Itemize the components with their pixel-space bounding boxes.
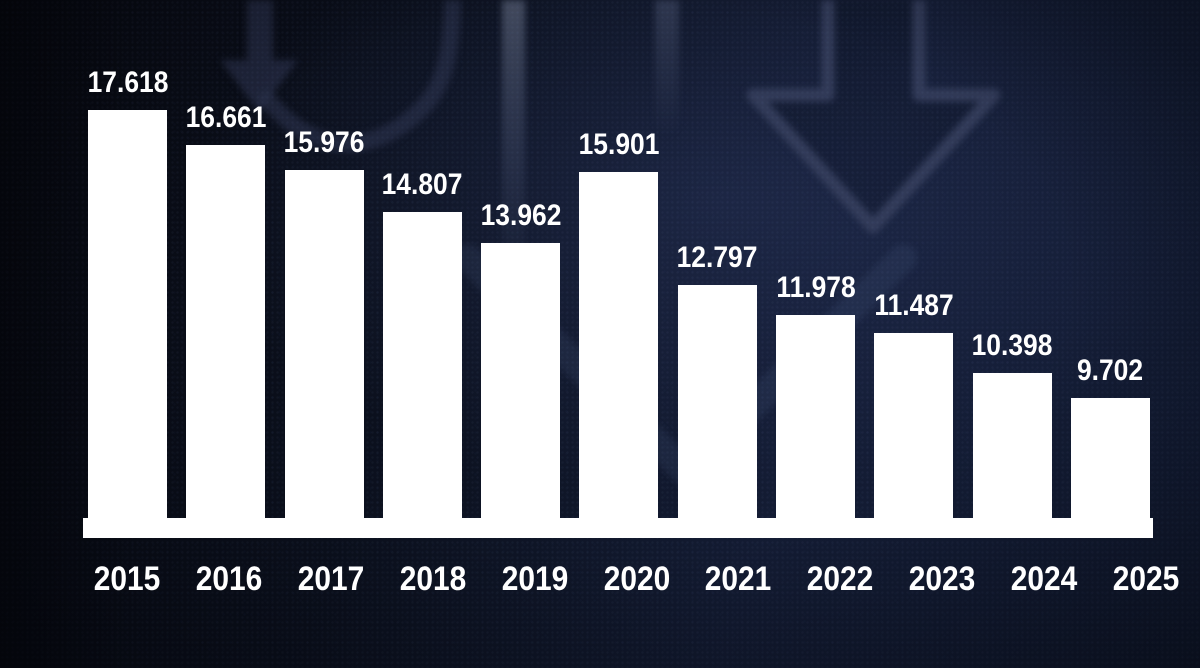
bar-2019: [481, 243, 561, 518]
bar-2025: [1070, 398, 1150, 518]
bar-value-label: 10.398: [971, 329, 1053, 362]
bar-column-2019: 13.962: [480, 96, 562, 518]
bar-column-2015: 17.618: [87, 68, 168, 518]
x-axis-label-2017: 2017: [297, 560, 365, 598]
bar-column-2018: 14.807: [382, 96, 463, 518]
x-axis-label-2021: 2021: [705, 560, 772, 598]
bar-column-2025: 9.702: [1070, 96, 1150, 518]
x-axis-label-2019: 2019: [501, 560, 568, 598]
bar-value-label: 15.901: [578, 128, 660, 161]
bar-value-label: 9.702: [1077, 354, 1144, 387]
bar-value-label: 11.487: [874, 289, 954, 322]
x-axis-label-2020: 2020: [603, 560, 670, 598]
bar-value-label: 15.976: [283, 126, 365, 159]
bar-column-2024: 10.398: [971, 96, 1053, 518]
bar-value-label: 14.807: [382, 168, 463, 201]
bar-value-label: 11.978: [775, 271, 856, 304]
bar-value-label: 12.797: [676, 241, 758, 274]
bar-2022: [776, 315, 856, 518]
x-axis-label-2015: 2015: [93, 560, 161, 598]
bar-column-2023: 11.487: [874, 96, 954, 518]
x-axis-label-2018: 2018: [399, 560, 466, 598]
bar-2016: [186, 145, 266, 518]
x-axis-label-2025: 2025: [1112, 560, 1180, 598]
bar-2015: [88, 110, 167, 518]
bar-2018: [382, 212, 462, 518]
bar-columns: 17.618 16.661 15.976 14.807 13.962 15.901 12.7…: [87, 68, 1150, 518]
bar-2020: [579, 172, 659, 518]
bar-column-2016: 16.661: [185, 96, 267, 518]
x-axis-line: [83, 518, 1153, 538]
x-axis-label-2016: 2016: [195, 560, 263, 598]
bar-2021: [677, 285, 757, 518]
x-axis-label-2022: 2022: [807, 560, 874, 598]
bar-column-2020: 15.901: [578, 96, 660, 518]
bar-value-label: 13.962: [480, 199, 562, 232]
bar-column-2017: 15.976: [283, 96, 365, 518]
bar-value-label: 17.618: [87, 66, 168, 99]
bar-2024: [972, 373, 1052, 518]
x-axis-label-2024: 2024: [1010, 560, 1078, 598]
bar-value-label: 16.661: [185, 101, 267, 134]
bar-2023: [874, 333, 954, 518]
bar-column-2022: 11.978: [776, 96, 855, 518]
bar-column-2021: 12.797: [676, 96, 758, 518]
x-axis-label-2023: 2023: [908, 560, 976, 598]
bar-2017: [284, 170, 364, 518]
